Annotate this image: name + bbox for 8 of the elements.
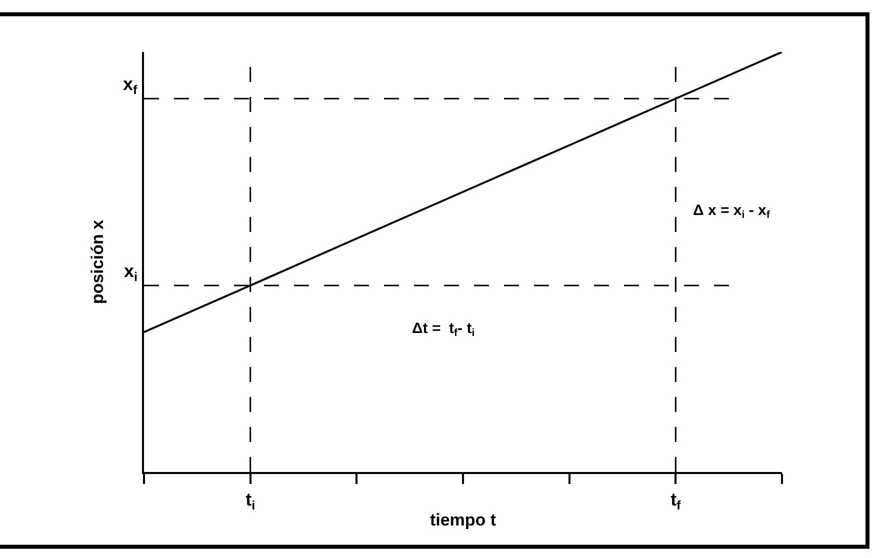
y-axis-title: posición x bbox=[88, 219, 108, 304]
x-axis-title: tiempo t bbox=[430, 510, 496, 530]
x-tick-label: t$_{f}$ bbox=[670, 490, 682, 512]
annotation: Δt = t$_{f}$- t$_{i}$ bbox=[412, 320, 475, 340]
annotation: Δ x = x$_{i}$ - x$_{f}$ bbox=[693, 202, 770, 222]
x-tick-label: t$_{i}$ bbox=[246, 490, 256, 512]
ref-line-label: x$_{f}$ bbox=[123, 74, 138, 97]
ref-line-label: x$_{i}$ bbox=[124, 261, 138, 284]
